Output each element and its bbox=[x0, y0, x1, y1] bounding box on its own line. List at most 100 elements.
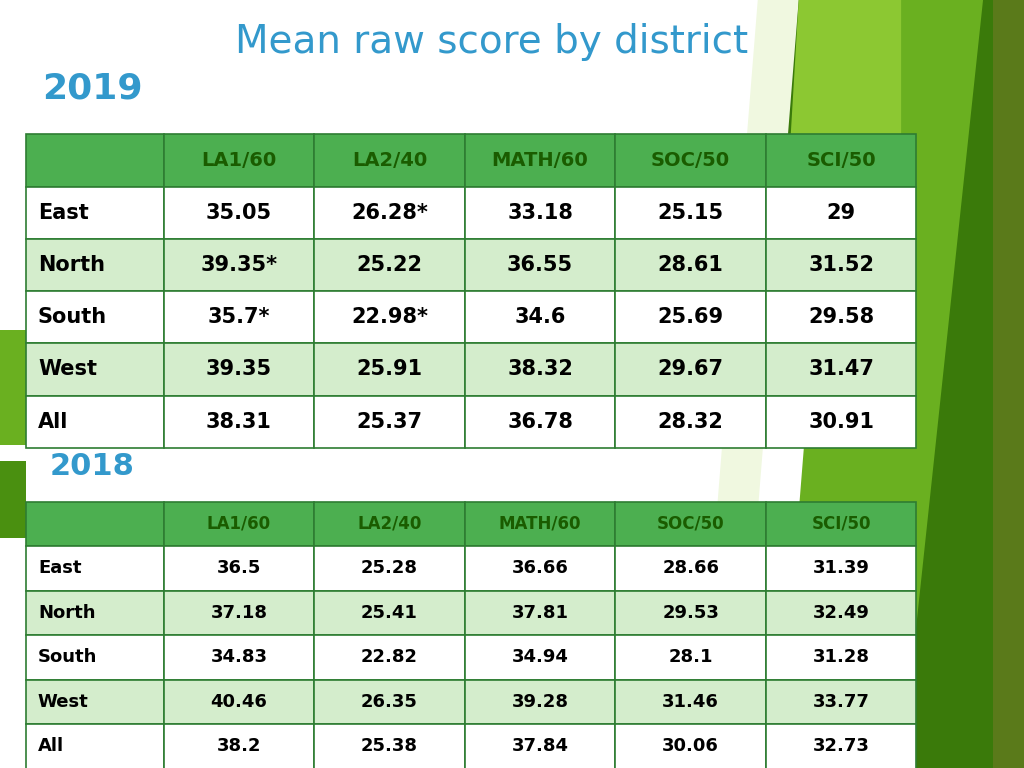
FancyBboxPatch shape bbox=[465, 502, 615, 546]
Text: LA1/60: LA1/60 bbox=[202, 151, 276, 170]
FancyBboxPatch shape bbox=[766, 291, 916, 343]
Text: 32.49: 32.49 bbox=[813, 604, 869, 622]
Polygon shape bbox=[0, 461, 26, 538]
Text: SOC/50: SOC/50 bbox=[651, 151, 730, 170]
FancyBboxPatch shape bbox=[314, 591, 465, 635]
Text: 36.55: 36.55 bbox=[507, 255, 573, 275]
FancyBboxPatch shape bbox=[766, 343, 916, 396]
Text: 34.83: 34.83 bbox=[211, 648, 267, 667]
Text: South: South bbox=[38, 648, 97, 667]
FancyBboxPatch shape bbox=[164, 591, 314, 635]
FancyBboxPatch shape bbox=[164, 502, 314, 546]
Text: 2018: 2018 bbox=[50, 452, 134, 482]
Text: 37.18: 37.18 bbox=[211, 604, 267, 622]
FancyBboxPatch shape bbox=[615, 680, 766, 724]
Text: MATH/60: MATH/60 bbox=[499, 515, 582, 533]
FancyBboxPatch shape bbox=[164, 635, 314, 680]
FancyBboxPatch shape bbox=[314, 724, 465, 768]
Text: LA2/40: LA2/40 bbox=[357, 515, 422, 533]
Text: 25.22: 25.22 bbox=[356, 255, 423, 275]
FancyBboxPatch shape bbox=[615, 239, 766, 291]
FancyBboxPatch shape bbox=[26, 680, 164, 724]
Text: SOC/50: SOC/50 bbox=[656, 515, 724, 533]
FancyBboxPatch shape bbox=[164, 239, 314, 291]
FancyBboxPatch shape bbox=[766, 134, 916, 187]
Text: 30.06: 30.06 bbox=[663, 737, 719, 756]
FancyBboxPatch shape bbox=[766, 635, 916, 680]
Text: 26.35: 26.35 bbox=[361, 693, 418, 711]
Text: 29.67: 29.67 bbox=[657, 359, 724, 379]
FancyBboxPatch shape bbox=[26, 502, 164, 546]
Text: East: East bbox=[38, 559, 81, 578]
FancyBboxPatch shape bbox=[164, 396, 314, 448]
FancyBboxPatch shape bbox=[26, 134, 164, 187]
Polygon shape bbox=[983, 0, 1024, 768]
Text: 39.35: 39.35 bbox=[206, 359, 272, 379]
Text: 36.66: 36.66 bbox=[512, 559, 568, 578]
FancyBboxPatch shape bbox=[766, 502, 916, 546]
Text: 25.91: 25.91 bbox=[356, 359, 423, 379]
Text: 25.37: 25.37 bbox=[356, 412, 423, 432]
Text: 36.5: 36.5 bbox=[217, 559, 261, 578]
FancyBboxPatch shape bbox=[314, 187, 465, 239]
Text: 36.78: 36.78 bbox=[507, 412, 573, 432]
Text: North: North bbox=[38, 255, 104, 275]
Text: 38.31: 38.31 bbox=[206, 412, 272, 432]
Text: 34.94: 34.94 bbox=[512, 648, 568, 667]
FancyBboxPatch shape bbox=[465, 591, 615, 635]
Text: 25.38: 25.38 bbox=[361, 737, 418, 756]
FancyBboxPatch shape bbox=[615, 291, 766, 343]
FancyBboxPatch shape bbox=[465, 724, 615, 768]
Text: 33.18: 33.18 bbox=[507, 203, 573, 223]
FancyBboxPatch shape bbox=[465, 134, 615, 187]
Text: SCI/50: SCI/50 bbox=[806, 151, 876, 170]
Text: 37.84: 37.84 bbox=[512, 737, 568, 756]
FancyBboxPatch shape bbox=[164, 343, 314, 396]
FancyBboxPatch shape bbox=[314, 546, 465, 591]
FancyBboxPatch shape bbox=[615, 546, 766, 591]
FancyBboxPatch shape bbox=[164, 546, 314, 591]
Text: 22.82: 22.82 bbox=[361, 648, 418, 667]
Text: 40.46: 40.46 bbox=[211, 693, 267, 711]
Text: 37.81: 37.81 bbox=[512, 604, 568, 622]
FancyBboxPatch shape bbox=[465, 239, 615, 291]
FancyBboxPatch shape bbox=[26, 546, 164, 591]
FancyBboxPatch shape bbox=[766, 724, 916, 768]
Text: 22.98*: 22.98* bbox=[351, 307, 428, 327]
Text: All: All bbox=[38, 737, 65, 756]
Polygon shape bbox=[696, 0, 799, 768]
FancyBboxPatch shape bbox=[314, 343, 465, 396]
FancyBboxPatch shape bbox=[465, 635, 615, 680]
FancyBboxPatch shape bbox=[314, 635, 465, 680]
FancyBboxPatch shape bbox=[766, 187, 916, 239]
Text: 29: 29 bbox=[826, 203, 856, 223]
FancyBboxPatch shape bbox=[615, 502, 766, 546]
FancyBboxPatch shape bbox=[164, 724, 314, 768]
FancyBboxPatch shape bbox=[465, 546, 615, 591]
Text: East: East bbox=[38, 203, 89, 223]
Text: 29.58: 29.58 bbox=[808, 307, 874, 327]
Polygon shape bbox=[0, 330, 26, 445]
Polygon shape bbox=[768, 0, 993, 768]
Text: 25.69: 25.69 bbox=[657, 307, 724, 327]
Text: LA1/60: LA1/60 bbox=[207, 515, 271, 533]
FancyBboxPatch shape bbox=[465, 396, 615, 448]
Text: 39.35*: 39.35* bbox=[201, 255, 278, 275]
FancyBboxPatch shape bbox=[164, 680, 314, 724]
FancyBboxPatch shape bbox=[465, 291, 615, 343]
FancyBboxPatch shape bbox=[314, 291, 465, 343]
FancyBboxPatch shape bbox=[26, 239, 164, 291]
Text: 31.39: 31.39 bbox=[813, 559, 869, 578]
Text: 26.28*: 26.28* bbox=[351, 203, 428, 223]
FancyBboxPatch shape bbox=[465, 680, 615, 724]
FancyBboxPatch shape bbox=[615, 724, 766, 768]
FancyBboxPatch shape bbox=[615, 134, 766, 187]
FancyBboxPatch shape bbox=[26, 291, 164, 343]
Text: MATH/60: MATH/60 bbox=[492, 151, 589, 170]
Text: 35.7*: 35.7* bbox=[208, 307, 270, 327]
Text: 31.47: 31.47 bbox=[808, 359, 874, 379]
Text: Mean raw score by district: Mean raw score by district bbox=[234, 23, 749, 61]
Text: 28.32: 28.32 bbox=[657, 412, 724, 432]
Text: 25.41: 25.41 bbox=[361, 604, 418, 622]
FancyBboxPatch shape bbox=[26, 635, 164, 680]
